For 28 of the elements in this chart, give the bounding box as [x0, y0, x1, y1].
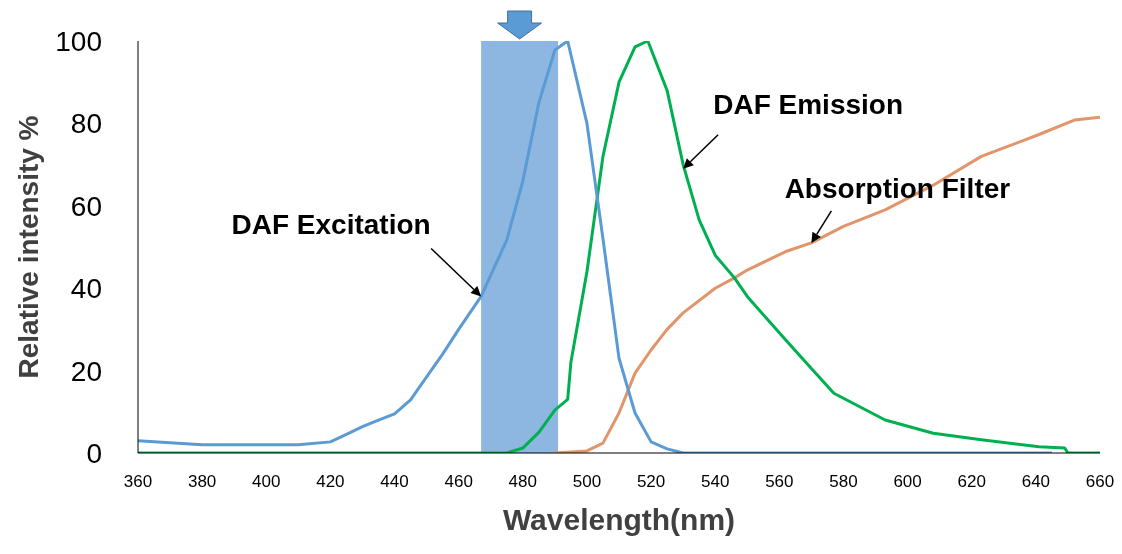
x-tick-label: 420: [316, 472, 345, 492]
y-tick-label: 60: [70, 190, 102, 222]
x-tick-label: 500: [572, 472, 602, 492]
annotation: DAF Excitation: [231, 208, 431, 240]
x-tick-label: 440: [380, 472, 409, 492]
x-tick-label: 660: [1085, 472, 1115, 492]
x-tick-label: 640: [1021, 472, 1051, 492]
y-tick-label: 80: [70, 108, 102, 140]
annotation: DAF Emission: [713, 89, 904, 121]
x-tick-label: 400: [252, 472, 281, 492]
x-tick-label: 360: [123, 472, 153, 492]
annotation: Absorption Filter: [784, 173, 1011, 205]
y-axis-title: Relative intensity %: [13, 115, 44, 379]
y-tick-label: 100: [55, 25, 102, 57]
x-tick-label: 480: [508, 472, 537, 492]
x-tick-label: 520: [636, 472, 666, 492]
x-tick-label: 460: [444, 472, 473, 492]
x-tick-label: 560: [765, 472, 794, 492]
line-series: [553, 115, 1100, 453]
y-tick-label: 20: [70, 355, 102, 387]
x-tick-label: 620: [957, 472, 986, 492]
y-tick-label: 0: [86, 437, 102, 469]
x-tick-label: 380: [187, 472, 217, 492]
x-tick-label: 580: [829, 472, 858, 492]
x-axis-title: Wavelength(nm): [502, 503, 736, 536]
y-tick-label: 40: [70, 273, 102, 305]
x-tick-label: 600: [893, 472, 922, 492]
x-tick-label: 540: [701, 472, 730, 492]
